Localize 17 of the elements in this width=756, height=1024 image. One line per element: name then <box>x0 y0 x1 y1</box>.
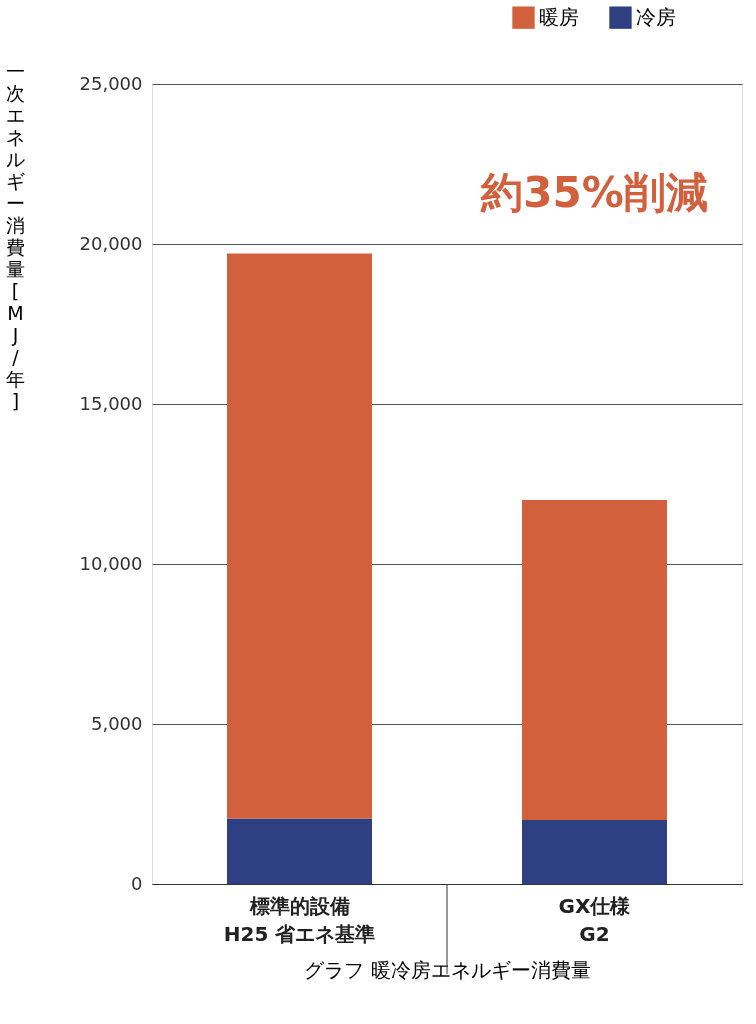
annotation: 約35%削減 <box>480 168 708 217</box>
legend-label: 暖房 <box>539 4 579 29</box>
legend-label: 冷房 <box>636 4 676 29</box>
bar <box>227 253 372 819</box>
x-axis-title: グラフ 暖冷房エネルギー消費量 <box>304 957 591 982</box>
x-tick-label: GX仕様 G2 <box>558 893 632 946</box>
y-tick-label: 0 <box>131 872 143 894</box>
y-tick-label: 15,000 <box>79 392 143 414</box>
y-tick-label: 10,000 <box>79 552 143 574</box>
text: 一次エネルギー消費量[MJ/年] <box>6 59 25 412</box>
y-tick-label: 5,000 <box>90 712 143 734</box>
y-tick-label: 25,000 <box>79 72 143 94</box>
bar <box>522 500 667 820</box>
x-tick-label: 標準的設備 H25 省エネ基準 <box>223 893 376 946</box>
y-tick-label: 20,000 <box>79 232 143 254</box>
bar <box>227 818 372 884</box>
bar <box>522 820 667 884</box>
